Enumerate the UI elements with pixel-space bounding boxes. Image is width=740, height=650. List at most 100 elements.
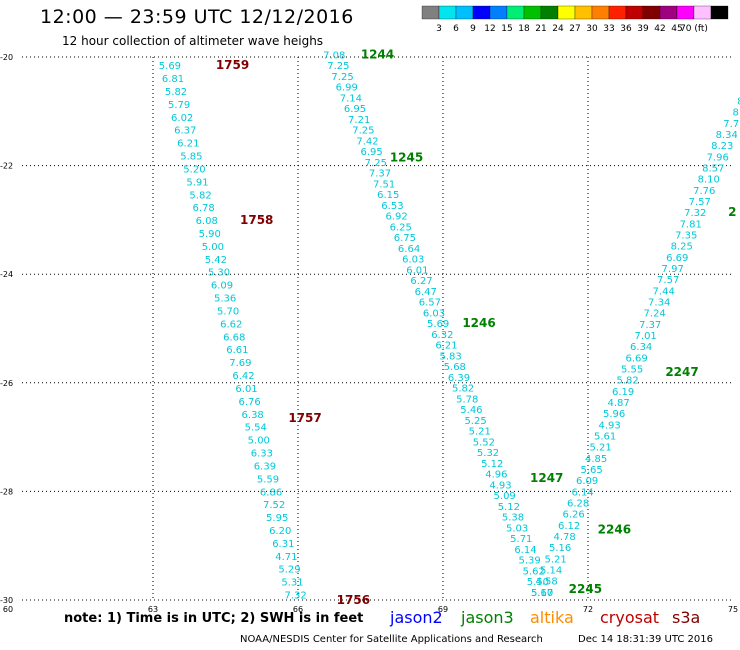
swh-value: 6.09 (211, 281, 233, 292)
swh-value: 5.21 (589, 443, 611, 454)
swh-value: 6.76 (238, 397, 260, 408)
legend-s3a: s3a (672, 608, 701, 627)
swh-value: 6.33 (251, 449, 273, 460)
swh-value: 6.53 (381, 201, 403, 212)
swh-value: 5.65 (580, 465, 602, 476)
swh-value: 6.14 (514, 545, 536, 556)
swh-value: 7.21 (348, 115, 370, 126)
swh-value: 7.14 (340, 93, 362, 104)
swh-value: 5.32 (477, 448, 499, 459)
swh-value: 5.82 (617, 376, 639, 387)
swh-value: 7.42 (356, 136, 378, 147)
time-label: 2247 (665, 365, 698, 379)
swh-value: 7.96 (707, 152, 729, 163)
swh-value: 5.79 (168, 100, 190, 111)
footer-credit: NOAA/NESDIS Center for Satellite Applica… (240, 634, 543, 645)
swh-value: 7.76 (693, 186, 715, 197)
swh-value: 5.31 (281, 578, 303, 589)
swh-value: 5.62 (523, 566, 545, 577)
swh-value: 7.37 (369, 169, 391, 180)
color-scale-label: 3 (436, 24, 442, 34)
swh-value: 6.21 (435, 341, 457, 352)
y-tick-label: -24 (0, 270, 13, 279)
swh-value: 6.69 (666, 253, 688, 264)
swh-value: 8.25 (671, 242, 693, 253)
swh-value: 5.09 (494, 491, 516, 502)
y-tick-label: -28 (0, 487, 13, 496)
legend-jason3: jason3 (461, 608, 514, 627)
swh-value: 7.97 (662, 264, 684, 275)
legend-altika: altika (530, 608, 574, 627)
swh-value: 7.24 (644, 309, 666, 320)
swh-value: 6.75 (394, 233, 416, 244)
swh-value: 5.61 (594, 431, 616, 442)
swh-value: 5.91 (186, 177, 208, 188)
swh-value: 6.14 (571, 487, 593, 498)
swh-value: 5.69 (159, 61, 181, 72)
color-scale-label: 15 (501, 24, 512, 34)
time-label: 1244 (361, 47, 394, 61)
swh-value: 5.00 (202, 242, 224, 253)
time-label: 1758 (240, 213, 273, 227)
time-label: 1246 (462, 316, 495, 330)
x-tick-label: 66 (293, 605, 303, 614)
swh-value: 5.30 (208, 268, 230, 279)
swh-value: 5.52 (473, 437, 495, 448)
swh-value: 5.21 (469, 427, 491, 438)
swh-value: 6.37 (174, 126, 196, 137)
color-scale-label: 30 (586, 24, 598, 34)
swh-value: 6.15 (377, 190, 399, 201)
swh-value: 4.96 (485, 470, 507, 481)
swh-value: 6.39 (254, 461, 276, 472)
swh-value: 4.58 (535, 577, 557, 588)
swh-value: 6.08 (196, 216, 218, 227)
footer-timestamp: Dec 14 18:31:39 UTC 2016 (578, 634, 713, 645)
swh-value: 7.44 (653, 286, 675, 297)
swh-value: 7.52 (263, 500, 285, 511)
swh-value: 5.42 (205, 255, 227, 266)
swh-value: 4.93 (489, 480, 511, 491)
color-scale-label: 24 (552, 24, 564, 34)
swh-value: 6.69 (626, 353, 648, 364)
swh-value: 4.71 (275, 552, 297, 563)
swh-value: 5.29 (278, 565, 300, 576)
swh-value: 6.27 (410, 276, 432, 287)
x-tick-label: 63 (148, 605, 158, 614)
swh-value: 7.32 (684, 208, 706, 219)
swh-value: 7.25 (327, 61, 349, 72)
swh-value: 7.57 (657, 275, 679, 286)
swh-value: 6.20 (269, 526, 291, 537)
swh-value: 7.81 (680, 219, 702, 230)
swh-value: 4.78 (553, 532, 575, 543)
swh-value: 8.34 (716, 130, 738, 141)
swh-value: 8 (733, 108, 739, 119)
swh-value: 6.34 (630, 342, 652, 353)
altimeter-map-plot: 60 63 66 69 72 75 -20 -22 -24 -26 -28 -30 5.69 6.81 5.… (0, 47, 740, 614)
x-tick-label: 60 (3, 605, 13, 614)
swh-value: 6.26 (562, 510, 584, 521)
color-scale-label: 27 (569, 24, 580, 34)
swh-value: 6.03 (402, 255, 424, 266)
swh-value: 5.59 (257, 474, 279, 485)
color-scale-label: 9 (470, 24, 476, 34)
time-label: 1756 (337, 593, 370, 607)
x-tick-label: 75 (728, 605, 738, 614)
swh-value: 5.12 (498, 502, 520, 513)
time-label: 1245 (390, 150, 423, 164)
swh-value: 6.57 (419, 298, 441, 309)
color-scale-label: 70 (ft) (680, 24, 708, 34)
swh-value: 5.36 (214, 294, 236, 305)
swh-value: 6.38 (242, 410, 264, 421)
swh-value: 6.81 (162, 74, 184, 85)
color-scale-label: 18 (518, 24, 530, 34)
swh-value: 6.62 (220, 319, 242, 330)
swh-value: 6.42 (232, 371, 254, 382)
swh-value: 5.68 (444, 362, 466, 373)
swh-value: 5.54 (245, 423, 267, 434)
swh-value: 8 (737, 96, 740, 107)
swh-value: 5.85 (180, 152, 202, 163)
swh-value: 7.69 (229, 358, 251, 369)
swh-value: 7.51 (373, 179, 395, 190)
swh-value: 6.61 (226, 345, 248, 356)
swh-value: 7.25 (331, 72, 353, 83)
